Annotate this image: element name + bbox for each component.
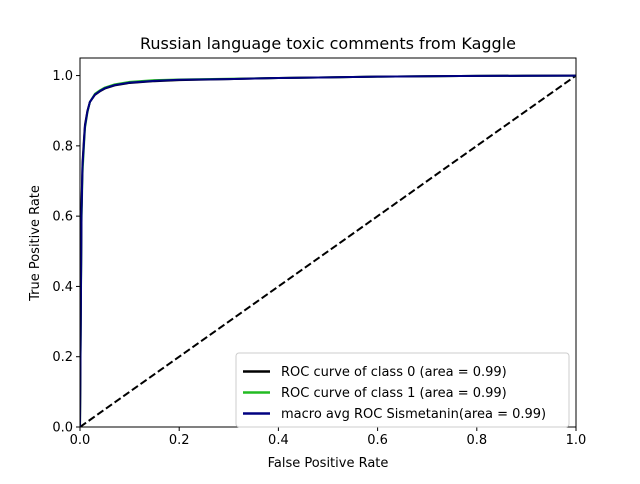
x-tick-label: 0.0: [70, 433, 91, 448]
legend-label: ROC curve of class 1 (area = 0.99): [281, 386, 507, 401]
chance-diagonal-line: [80, 74, 576, 427]
y-tick-label: 0.2: [52, 350, 73, 365]
x-tick-label: 0.4: [268, 433, 289, 448]
plot-area: 0.0 0.2 0.4 0.6 0.8 1.0 0.0 0.2 0.4 0.6 0.8 1.0: [52, 57, 587, 448]
series-line-2: [80, 74, 576, 427]
x-axis-label: False Positive Rate: [268, 456, 389, 471]
legend-label: macro avg ROC Sismetanin(area = 0.99): [281, 407, 546, 422]
y-tick-label: 0.0: [52, 421, 73, 436]
legend: ROC curve of class 0 (area = 0.99) ROC cu…: [235, 352, 570, 428]
y-tick-label: 1.0: [52, 69, 73, 84]
y-axis-label: True Positive Rate: [28, 185, 43, 302]
series-lines: [80, 74, 576, 427]
x-tick-label: 0.6: [367, 433, 388, 448]
x-tick-label: 0.2: [169, 433, 190, 448]
legend-label: ROC curve of class 0 (area = 0.99): [281, 365, 507, 380]
legend-box: [235, 352, 570, 428]
chart-title: Russian language toxic comments from Kag…: [140, 34, 516, 53]
y-tick-label: 0.4: [52, 280, 73, 295]
x-tick-label: 0.8: [466, 433, 487, 448]
y-tick-label: 0.8: [52, 139, 73, 154]
y-tick-label: 0.6: [52, 210, 73, 225]
x-tick-label: 1.0: [566, 433, 587, 448]
